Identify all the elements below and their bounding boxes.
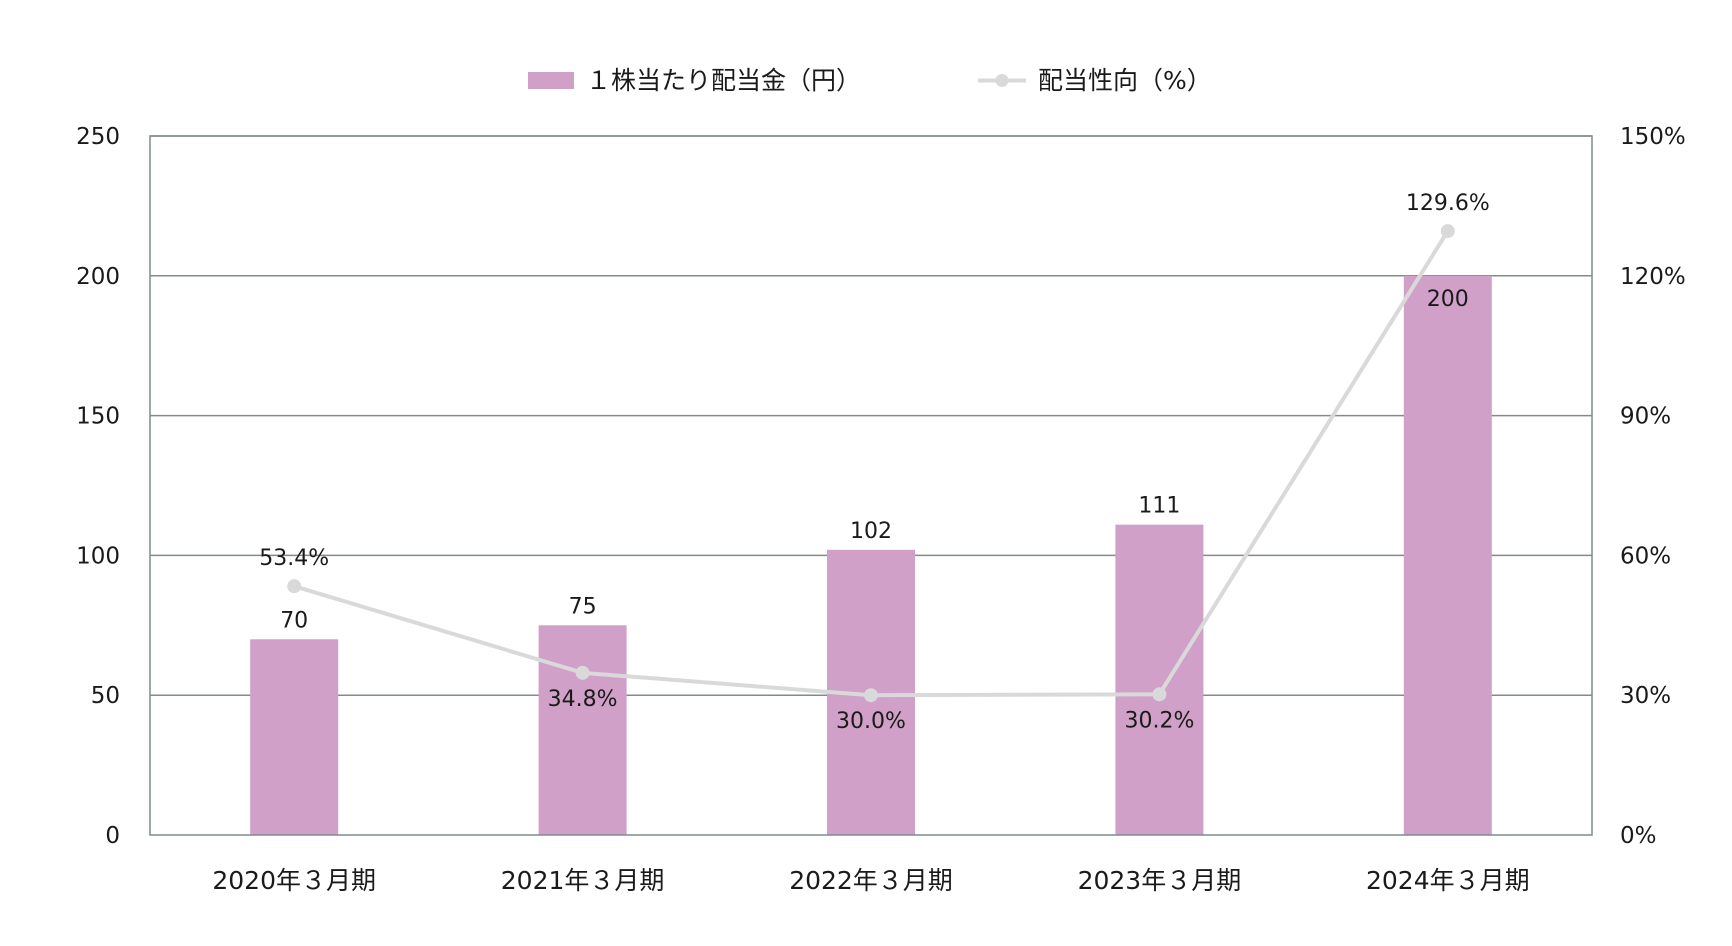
bar-value-label: 111	[1138, 494, 1180, 519]
y-right-tick-label: 0%	[1620, 823, 1657, 849]
bar	[538, 625, 627, 835]
data-labels: 70 75 102 111 200 53.4% 34.8% 30.0% 30.2% 129.6%	[259, 191, 1489, 734]
y-left-tick-label: 150	[76, 404, 120, 430]
y-left-tick-label: 200	[76, 264, 120, 290]
line-point	[1440, 224, 1455, 239]
x-category-label: 2023年３月期	[1078, 866, 1242, 895]
x-category-label: 2021年３月期	[501, 866, 665, 895]
payout-value-label: 34.8%	[548, 687, 618, 712]
legend-bar-swatch	[528, 72, 574, 89]
legend: １株当たり配当金（円） 配当性向（%）	[528, 66, 1212, 95]
line-point	[864, 688, 878, 703]
y-left-tick-label: 0	[105, 823, 120, 849]
y-left-tick-label: 50	[91, 683, 120, 709]
y-right-tick-label: 120%	[1620, 264, 1686, 290]
y-right-tick-label: 90%	[1620, 404, 1671, 430]
legend-bar-label: １株当たり配当金（円）	[586, 66, 861, 95]
line-point	[1152, 687, 1167, 702]
payout-value-label: 30.2%	[1124, 708, 1194, 733]
payout-value-label: 129.6%	[1406, 191, 1490, 216]
y-right-tick-label: 150%	[1620, 124, 1686, 150]
payout-line	[287, 224, 1455, 703]
payout-value-label: 53.4%	[259, 546, 329, 571]
x-category-label: 2024年３月期	[1366, 866, 1530, 895]
bar-value-label: 200	[1427, 287, 1469, 312]
plot-frame	[149, 135, 1593, 836]
y-left-tick-label: 100	[76, 543, 120, 569]
bar	[250, 639, 339, 835]
x-category-label: 2022年３月期	[789, 866, 953, 895]
y-right-tick-label: 30%	[1620, 683, 1671, 709]
line-point	[287, 579, 302, 594]
bar-value-label: 70	[280, 608, 308, 633]
bar-value-label: 75	[569, 594, 597, 619]
y-left-tick-label: 250	[76, 124, 120, 150]
payout-value-label: 30.0%	[836, 709, 906, 734]
plot-border	[149, 135, 1593, 836]
bar	[1403, 275, 1492, 835]
x-category-label: 2020年３月期	[212, 866, 376, 895]
line-point	[575, 665, 590, 680]
legend-line-marker	[995, 74, 1009, 87]
bar-value-label: 102	[850, 519, 892, 544]
axes: 0 50 100 150 200 250 0% 30% 60% 90% 120% 150% 2020年３…	[76, 124, 1686, 895]
legend-line-label: 配当性向（%）	[1038, 66, 1212, 95]
bar	[1115, 524, 1204, 835]
y-right-tick-label: 60%	[1620, 543, 1671, 569]
